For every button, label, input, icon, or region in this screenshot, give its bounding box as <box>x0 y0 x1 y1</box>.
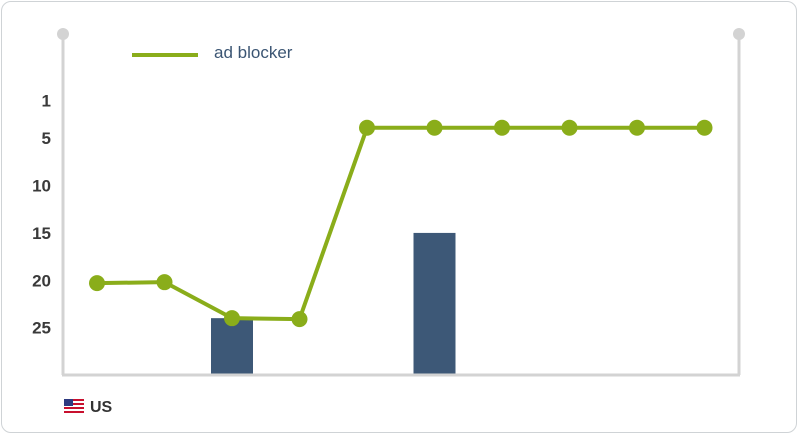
left-axis-cap <box>57 28 69 40</box>
y-tick-label: 1 <box>42 91 51 110</box>
y-tick-label: 25 <box>32 319 51 338</box>
axes <box>57 28 745 377</box>
bar <box>413 232 456 374</box>
data-point[interactable] <box>494 119 510 136</box>
data-point[interactable] <box>696 119 713 136</box>
data-point[interactable] <box>291 311 308 328</box>
country-label: US <box>90 399 113 416</box>
data-point[interactable] <box>629 119 645 136</box>
data-point[interactable] <box>89 275 105 292</box>
y-tick-label: 10 <box>32 177 51 196</box>
points <box>89 119 713 328</box>
right-axis-cap <box>733 28 745 40</box>
series-line-ad-blocker <box>96 125 705 322</box>
y-tick-label: 15 <box>32 224 51 243</box>
lines <box>96 125 705 322</box>
data-point[interactable] <box>359 119 375 136</box>
data-point[interactable] <box>426 119 443 136</box>
country-footer: US <box>64 399 113 416</box>
data-point[interactable] <box>156 274 173 291</box>
legend: ad blocker <box>132 43 293 62</box>
bars <box>211 232 456 374</box>
data-point[interactable] <box>561 119 578 136</box>
us-flag-icon <box>64 399 84 413</box>
y-tick-label: 5 <box>42 129 51 148</box>
legend-label: ad blocker <box>214 43 293 62</box>
bar <box>211 318 253 374</box>
data-point[interactable] <box>224 310 240 327</box>
y-tick-label: 20 <box>32 271 51 290</box>
